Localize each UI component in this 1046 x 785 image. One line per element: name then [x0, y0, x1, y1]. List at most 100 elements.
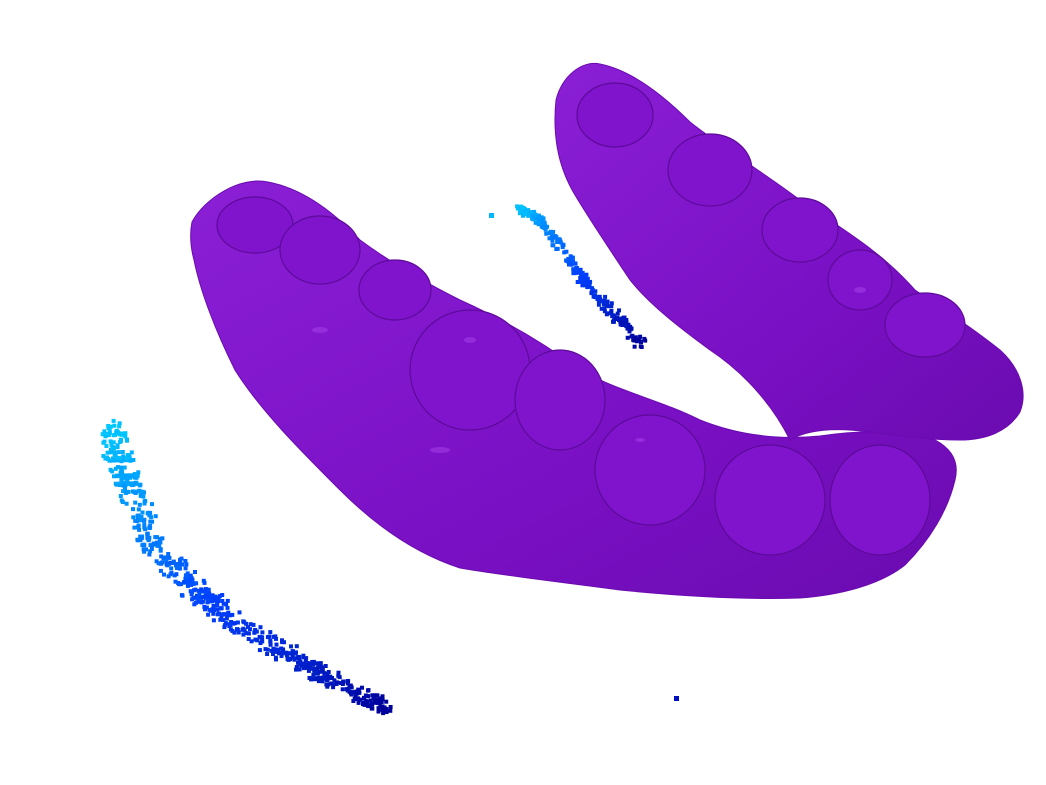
point-cloud-large-point	[175, 566, 179, 570]
point-cloud-large-point	[136, 513, 141, 518]
point-cloud-large-point	[252, 630, 257, 635]
point-cloud-large-point	[145, 511, 150, 516]
point-cloud-large-point	[159, 561, 164, 566]
point-cloud-large-point	[351, 699, 356, 703]
point-cloud-large-point	[368, 698, 373, 703]
point-cloud-small-point	[555, 246, 560, 251]
point-cloud-large-point	[235, 627, 240, 632]
point-cloud-small[interactable]	[515, 204, 648, 349]
point-cloud-large-point	[349, 692, 354, 697]
point-cloud-large-point	[309, 675, 314, 680]
point-cloud-large-point	[198, 595, 203, 600]
point-cloud-large-point	[142, 549, 147, 554]
point-cloud-large-point	[236, 630, 241, 635]
point-cloud-large-point	[158, 548, 163, 553]
point-cloud-large-point	[136, 538, 140, 543]
point-cloud-large-point	[341, 679, 346, 684]
point-cloud-large-point	[146, 538, 151, 543]
point-cloud-large-point	[301, 666, 306, 671]
point-cloud-large-point	[388, 705, 393, 709]
point-cloud-small-point	[587, 283, 592, 288]
point-cloud-large-point	[191, 582, 196, 586]
point-cloud-large-point	[241, 632, 246, 637]
point-cloud-large-point	[123, 434, 128, 439]
point-cloud-large-point	[303, 662, 308, 667]
point-cloud-small-point	[558, 240, 563, 245]
point-cloud-large-point	[112, 452, 117, 457]
point-cloud-large-point	[107, 430, 112, 435]
point-cloud-large-point	[126, 473, 131, 478]
point-cloud-small-point	[565, 259, 570, 264]
point-cloud-large-point	[379, 697, 384, 702]
point-cloud-small-point	[582, 276, 587, 281]
point-cloud-large-point	[137, 527, 142, 532]
point-cloud-large-point	[380, 704, 385, 709]
point-cloud-large-point	[273, 647, 278, 652]
point-cloud-large-point	[225, 598, 230, 603]
point-cloud-small-point	[639, 340, 643, 344]
point-cloud-large-point	[263, 647, 268, 652]
point-cloud-large-point	[311, 659, 316, 664]
point-cloud-small-point	[550, 235, 555, 240]
point-cloud-large-point	[285, 653, 289, 658]
point-cloud-small-point	[533, 212, 538, 217]
point-cloud-large-point	[251, 622, 256, 627]
point-cloud-large-point	[274, 642, 279, 647]
point-cloud-large-point	[203, 607, 207, 612]
point-cloud-large-point	[119, 469, 124, 474]
point-cloud-large-point	[185, 583, 190, 588]
point-cloud-large-point	[206, 587, 211, 592]
point-cloud-large-point	[142, 518, 146, 523]
point-cloud-small-point	[624, 320, 629, 325]
point-cloud-large-point	[344, 687, 349, 692]
point-cloud-large-point	[306, 668, 311, 673]
point-cloud-large-point	[269, 648, 274, 653]
point-cloud-large-point	[268, 640, 273, 645]
point-cloud-large-point	[365, 700, 369, 705]
point-cloud-large-point	[202, 580, 207, 585]
point-cloud-large-point	[297, 667, 302, 672]
point-cloud-large-point	[369, 706, 374, 711]
point-cloud-large-point	[206, 591, 211, 595]
point-cloud-large-point	[121, 489, 126, 494]
point-cloud-small-point	[542, 220, 547, 225]
point-cloud-large-point	[363, 693, 368, 698]
point-cloud-large-point	[115, 445, 120, 450]
point-cloud-large-point	[274, 636, 278, 641]
point-cloud-large-point	[118, 494, 123, 498]
point-cloud-large[interactable]	[100, 418, 393, 716]
point-cloud-large-point	[184, 579, 189, 584]
point-cloud-large-point	[260, 630, 265, 635]
point-cloud-small-point	[577, 280, 582, 284]
point-cloud-large-point	[203, 587, 208, 591]
point-cloud-large-point	[116, 450, 121, 455]
point-cloud-large-point	[295, 655, 300, 660]
point-cloud-small-point	[570, 255, 575, 260]
point-cloud-large-point	[287, 657, 292, 662]
point-cloud-large-point	[220, 593, 225, 597]
point-cloud-large-point	[244, 631, 249, 636]
point-cloud-large-point	[375, 693, 380, 698]
point-cloud-large-point	[144, 547, 148, 552]
point-cloud-large-point	[221, 612, 226, 617]
point-cloud-small-point	[567, 262, 571, 267]
point-cloud-large-point	[123, 490, 128, 495]
point-cloud-large-point	[101, 454, 106, 458]
point-cloud-large-point	[271, 652, 275, 656]
teeth-front	[216, 196, 931, 556]
point-cloud-large-point	[145, 531, 150, 536]
point-cloud-large-point	[131, 507, 135, 512]
point-cloud-small-point	[526, 213, 531, 218]
point-cloud-small-point	[573, 261, 578, 266]
point-cloud-large-point	[219, 606, 224, 611]
point-cloud-large-point	[183, 559, 188, 563]
point-cloud-large-point	[200, 599, 205, 604]
point-cloud-large-point	[215, 603, 220, 608]
point-cloud-large-point	[215, 607, 220, 612]
dental-arch-mesh[interactable]	[190, 62, 1024, 600]
point-cloud-large-point	[136, 507, 141, 512]
point-cloud-large-point	[228, 623, 233, 627]
point-cloud-large-point	[142, 501, 147, 506]
